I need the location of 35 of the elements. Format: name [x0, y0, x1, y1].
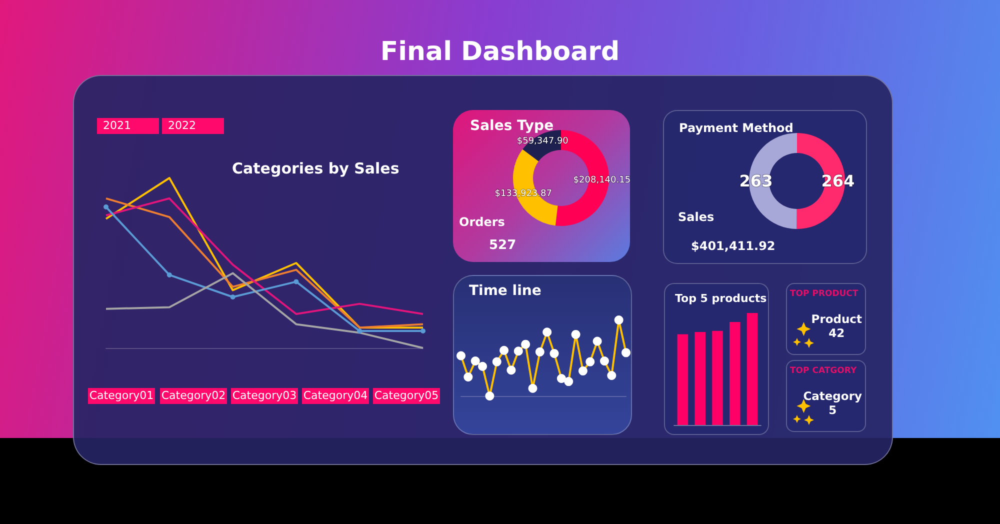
- text: Category02: [160, 388, 227, 404]
- point: [230, 294, 236, 300]
- text: 5: [828, 403, 838, 417]
- text: Category01: [88, 388, 155, 404]
- text: $401,411.92: [691, 238, 776, 254]
- point: [420, 328, 426, 334]
- chart-title: Time line: [469, 283, 542, 299]
- bar: [730, 322, 740, 425]
- text: TOP CATGORY: [790, 366, 857, 376]
- text: Category05: [373, 388, 440, 404]
- chart-title: Categories by Sales: [232, 160, 400, 178]
- text: 2022: [162, 118, 224, 134]
- bar: [677, 334, 688, 425]
- text: Orders: [459, 214, 505, 230]
- text: 527: [489, 238, 516, 254]
- chart-title: Top 5 products: [675, 292, 768, 305]
- text: Final Dashboard: [379, 36, 621, 69]
- point: [104, 204, 108, 210]
- bar: [694, 332, 706, 425]
- text: TOP PRODUCT: [790, 289, 858, 299]
- text: Product: [811, 312, 862, 326]
- text: Category03: [231, 388, 298, 404]
- point: [357, 328, 362, 334]
- data-label: $208,140.15: [573, 175, 631, 186]
- chart-title: Payment Method: [679, 121, 794, 135]
- text: 2021: [97, 118, 159, 134]
- bar: [712, 330, 723, 425]
- text: Sales: [678, 209, 714, 225]
- text: 42: [828, 326, 846, 340]
- text: Category04: [302, 388, 369, 404]
- chart-title: Sales Type: [470, 118, 554, 134]
- text: Category: [803, 389, 862, 403]
- bar: [746, 313, 758, 425]
- point: [166, 272, 172, 278]
- point: [294, 279, 299, 284]
